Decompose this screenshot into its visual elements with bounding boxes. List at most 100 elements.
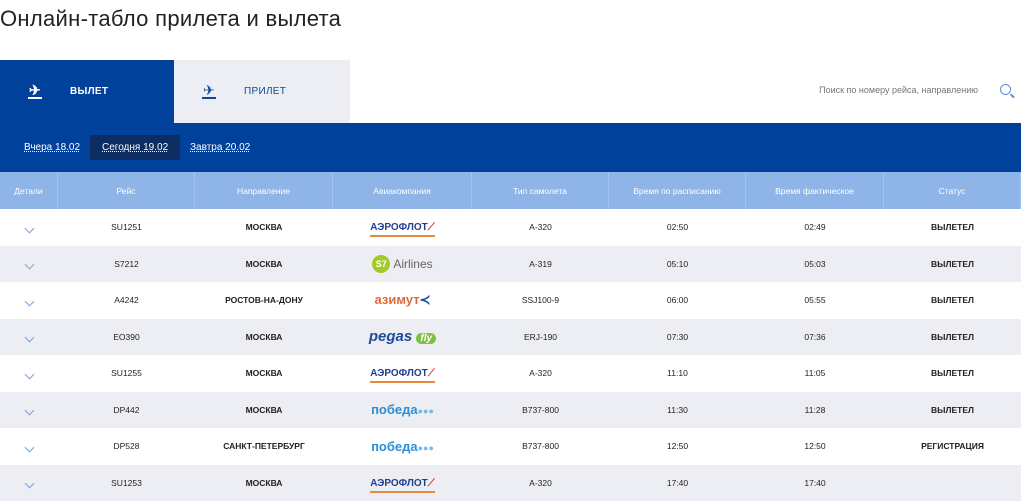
status: ВЫЛЕТЕЛ — [884, 392, 1021, 429]
status: ВЫЛЕТЕЛ — [884, 355, 1021, 392]
details-toggle[interactable] — [0, 246, 58, 283]
airline-name: победа●●● — [371, 402, 434, 417]
details-toggle[interactable] — [0, 319, 58, 356]
airline-logo: АЭРОФЛОТ⟋ — [333, 355, 472, 392]
details-toggle[interactable] — [0, 392, 58, 429]
search-icon[interactable] — [1000, 84, 1011, 95]
status: ВЫЛЕТЕЛ — [884, 319, 1021, 356]
airline-name: победа●●● — [371, 439, 434, 454]
chevron-down-icon — [24, 333, 34, 343]
details-toggle[interactable] — [0, 209, 58, 246]
airline-name: АЭРОФЛОТ⟋ — [370, 367, 434, 379]
aircraft-type: A-320 — [472, 355, 609, 392]
column-header: Тип самолета — [472, 172, 609, 209]
actual-time: 05:03 — [746, 246, 884, 283]
chevron-down-icon — [24, 369, 34, 379]
actual-time: 12:50 — [746, 428, 884, 465]
airline-logo: азимут≺ — [333, 282, 472, 319]
chevron-down-icon — [24, 479, 34, 489]
airline-logo: победа●●● — [333, 428, 472, 465]
tab-arrival[interactable]: ✈ ПРИЛЕТ — [174, 60, 350, 123]
direction-tabs: ✈ ВЫЛЕТ ✈ ПРИЛЕТ — [0, 60, 1021, 123]
airline-name: азимут≺ — [375, 292, 431, 308]
actual-time: 05:55 — [746, 282, 884, 319]
table-row: SU1251 МОСКВА АЭРОФЛОТ⟋ A-320 02:50 02:4… — [0, 209, 1021, 246]
destination: МОСКВА — [195, 355, 333, 392]
search-box — [798, 84, 1011, 95]
destination: РОСТОВ-НА-ДОНУ — [195, 282, 333, 319]
column-header: Время по расписанию — [609, 172, 746, 209]
airline-logo: АЭРОФЛОТ⟋ — [333, 465, 472, 501]
aircraft-type: B737-800 — [472, 392, 609, 429]
flight-number: S7212 — [58, 246, 195, 283]
status: РЕГИСТРАЦИЯ — [884, 428, 1021, 465]
chevron-down-icon — [24, 296, 34, 306]
status: ВЫЛЕТЕЛ — [884, 209, 1021, 246]
chevron-down-icon — [24, 260, 34, 270]
actual-time: 02:49 — [746, 209, 884, 246]
destination: МОСКВА — [195, 319, 333, 356]
chevron-down-icon — [24, 442, 34, 452]
aircraft-type: A-320 — [472, 465, 609, 501]
column-header: Рейс — [58, 172, 195, 209]
flight-number: SU1251 — [58, 209, 195, 246]
table-row: A4242 РОСТОВ-НА-ДОНУ азимут≺ SSJ100-9 06… — [0, 282, 1021, 319]
column-header: Статус — [884, 172, 1021, 209]
page-title: Онлайн-табло прилета и вылета — [0, 6, 341, 32]
details-toggle[interactable] — [0, 282, 58, 319]
column-header: Авиакомпания — [333, 172, 472, 209]
aircraft-type: SSJ100-9 — [472, 282, 609, 319]
airline-logo: АЭРОФЛОТ⟋ — [333, 209, 472, 246]
day-tomorrow[interactable]: Завтра 20.02 — [178, 135, 262, 160]
search-input[interactable] — [798, 85, 978, 95]
scheduled-time: 12:50 — [609, 428, 746, 465]
aircraft-type: B737-800 — [472, 428, 609, 465]
actual-time: 07:36 — [746, 319, 884, 356]
status — [884, 465, 1021, 501]
details-toggle[interactable] — [0, 428, 58, 465]
scheduled-time: 11:30 — [609, 392, 746, 429]
chevron-down-icon — [24, 223, 34, 233]
table-row: EO390 МОСКВА pegas fly ERJ-190 07:30 07:… — [0, 319, 1021, 356]
tab-label: ПРИЛЕТ — [244, 86, 286, 97]
tab-label: ВЫЛЕТ — [70, 86, 108, 97]
column-header: Детали — [0, 172, 58, 209]
scheduled-time: 11:10 — [609, 355, 746, 392]
actual-time: 11:28 — [746, 392, 884, 429]
details-toggle[interactable] — [0, 355, 58, 392]
plane-takeoff-icon: ✈ — [25, 85, 45, 99]
tab-departure[interactable]: ✈ ВЫЛЕТ — [0, 60, 174, 123]
scheduled-time: 07:30 — [609, 319, 746, 356]
destination: САНКТ-ПЕТЕРБУРГ — [195, 428, 333, 465]
day-today[interactable]: Сегодня 19.02 — [90, 135, 180, 160]
scheduled-time: 02:50 — [609, 209, 746, 246]
table-row: DP528 САНКТ-ПЕТЕРБУРГ победа●●● B737-800… — [0, 428, 1021, 465]
destination: МОСКВА — [195, 392, 333, 429]
details-toggle[interactable] — [0, 465, 58, 501]
scheduled-time: 05:10 — [609, 246, 746, 283]
flight-number: SU1255 — [58, 355, 195, 392]
airline-logo: победа●●● — [333, 392, 472, 429]
flight-number: DP442 — [58, 392, 195, 429]
status: ВЫЛЕТЕЛ — [884, 246, 1021, 283]
scheduled-time: 17:40 — [609, 465, 746, 501]
destination: МОСКВА — [195, 465, 333, 501]
flight-number: EO390 — [58, 319, 195, 356]
flight-number: A4242 — [58, 282, 195, 319]
airline-name: АЭРОФЛОТ⟋ — [370, 221, 434, 233]
status: ВЫЛЕТЕЛ — [884, 282, 1021, 319]
column-header: Направление — [195, 172, 333, 209]
scheduled-time: 06:00 — [609, 282, 746, 319]
flights-table: SU1251 МОСКВА АЭРОФЛОТ⟋ A-320 02:50 02:4… — [0, 209, 1021, 501]
flight-number: SU1253 — [58, 465, 195, 501]
day-yesterday[interactable]: Вчера 18.02 — [12, 135, 92, 160]
column-header: Время фактическое — [746, 172, 884, 209]
destination: МОСКВА — [195, 246, 333, 283]
aircraft-type: A-319 — [472, 246, 609, 283]
chevron-down-icon — [24, 406, 34, 416]
table-row: SU1253 МОСКВА АЭРОФЛОТ⟋ A-320 17:40 17:4… — [0, 465, 1021, 501]
airline-name: АЭРОФЛОТ⟋ — [370, 477, 434, 489]
aircraft-type: A-320 — [472, 209, 609, 246]
